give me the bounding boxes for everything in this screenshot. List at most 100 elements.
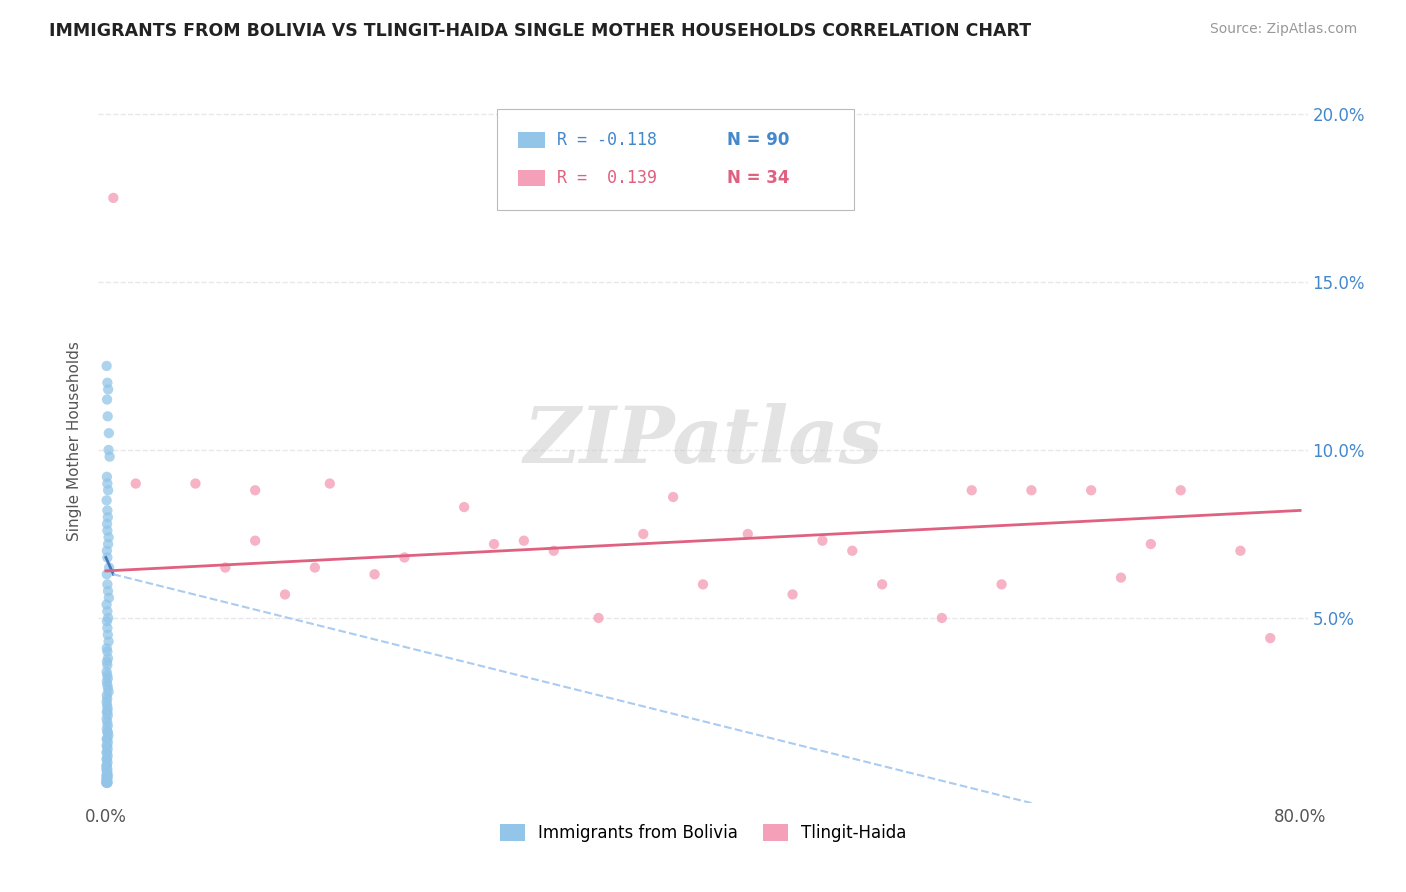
Point <box>841 543 863 558</box>
Point <box>96 543 118 558</box>
Point <box>97 769 120 783</box>
Point <box>97 530 120 544</box>
Point <box>97 591 120 605</box>
Point <box>96 765 118 780</box>
Point <box>96 705 118 719</box>
Point <box>394 550 416 565</box>
Point <box>304 560 326 574</box>
Point <box>96 752 118 766</box>
Point <box>96 615 118 629</box>
Point <box>96 739 118 753</box>
Point <box>782 587 804 601</box>
Point <box>243 483 266 498</box>
Text: N = 90: N = 90 <box>727 131 790 149</box>
Point <box>96 715 118 730</box>
Point <box>97 584 120 599</box>
Text: R = -0.118: R = -0.118 <box>557 131 657 149</box>
Text: N = 34: N = 34 <box>727 169 790 186</box>
Y-axis label: Single Mother Households: Single Mother Households <box>67 342 83 541</box>
Point <box>96 775 118 789</box>
Point <box>96 655 118 669</box>
Point <box>737 527 759 541</box>
Point <box>96 577 118 591</box>
Point <box>103 191 125 205</box>
Point <box>1140 537 1163 551</box>
Point <box>96 769 118 783</box>
Point <box>96 739 118 753</box>
Point <box>96 604 118 618</box>
Point <box>960 483 983 498</box>
Text: IMMIGRANTS FROM BOLIVIA VS TLINGIT-HAIDA SINGLE MOTHER HOUSEHOLDS CORRELATION CH: IMMIGRANTS FROM BOLIVIA VS TLINGIT-HAIDA… <box>49 22 1032 40</box>
Point <box>243 533 266 548</box>
Point <box>96 691 118 706</box>
Point <box>96 745 118 759</box>
Point <box>97 725 120 739</box>
Point <box>453 500 475 514</box>
FancyBboxPatch shape <box>498 109 855 211</box>
Point <box>97 510 120 524</box>
Point <box>96 376 118 390</box>
Point <box>96 725 118 739</box>
Point <box>1109 571 1132 585</box>
Point <box>96 775 118 789</box>
Point <box>125 476 148 491</box>
Point <box>96 775 118 789</box>
Point <box>1080 483 1102 498</box>
Point <box>96 712 118 726</box>
Point <box>96 772 118 787</box>
Point <box>96 722 118 736</box>
Point <box>1258 631 1281 645</box>
Point <box>96 567 118 582</box>
Point <box>97 634 120 648</box>
Point <box>96 762 118 776</box>
Point <box>96 493 118 508</box>
Point <box>96 765 118 780</box>
Point <box>98 450 121 464</box>
Point <box>363 567 385 582</box>
Point <box>96 745 118 759</box>
Point <box>96 775 118 789</box>
Point <box>96 759 118 773</box>
Point <box>96 688 118 702</box>
Point <box>274 587 297 601</box>
Text: ZIPatlas: ZIPatlas <box>523 403 883 480</box>
Point <box>990 577 1012 591</box>
Point <box>96 775 118 789</box>
Point <box>96 759 118 773</box>
Point <box>811 533 834 548</box>
Point <box>97 735 120 749</box>
Text: Source: ZipAtlas.com: Source: ZipAtlas.com <box>1209 22 1357 37</box>
Point <box>96 752 118 766</box>
Point <box>96 359 118 373</box>
Point <box>1021 483 1043 498</box>
Point <box>97 483 120 498</box>
Text: R =  0.139: R = 0.139 <box>557 169 657 186</box>
Point <box>96 756 118 770</box>
Point <box>97 611 120 625</box>
Point <box>96 470 118 484</box>
Point <box>96 775 118 789</box>
Point <box>1170 483 1192 498</box>
Point <box>97 729 120 743</box>
Point <box>319 476 342 491</box>
Point <box>97 651 120 665</box>
Point <box>96 731 118 746</box>
Point <box>96 772 118 787</box>
FancyBboxPatch shape <box>517 169 544 186</box>
Point <box>97 672 120 686</box>
Point <box>214 560 236 574</box>
Point <box>97 383 120 397</box>
Point <box>97 681 120 696</box>
Point <box>96 516 118 531</box>
Point <box>96 503 118 517</box>
Point <box>513 533 536 548</box>
Point <box>96 644 118 658</box>
Point <box>96 769 118 783</box>
Point <box>96 674 118 689</box>
Point <box>184 476 207 491</box>
Point <box>96 772 118 787</box>
Point <box>96 598 118 612</box>
Point <box>692 577 714 591</box>
Point <box>96 705 118 719</box>
Point <box>97 537 120 551</box>
